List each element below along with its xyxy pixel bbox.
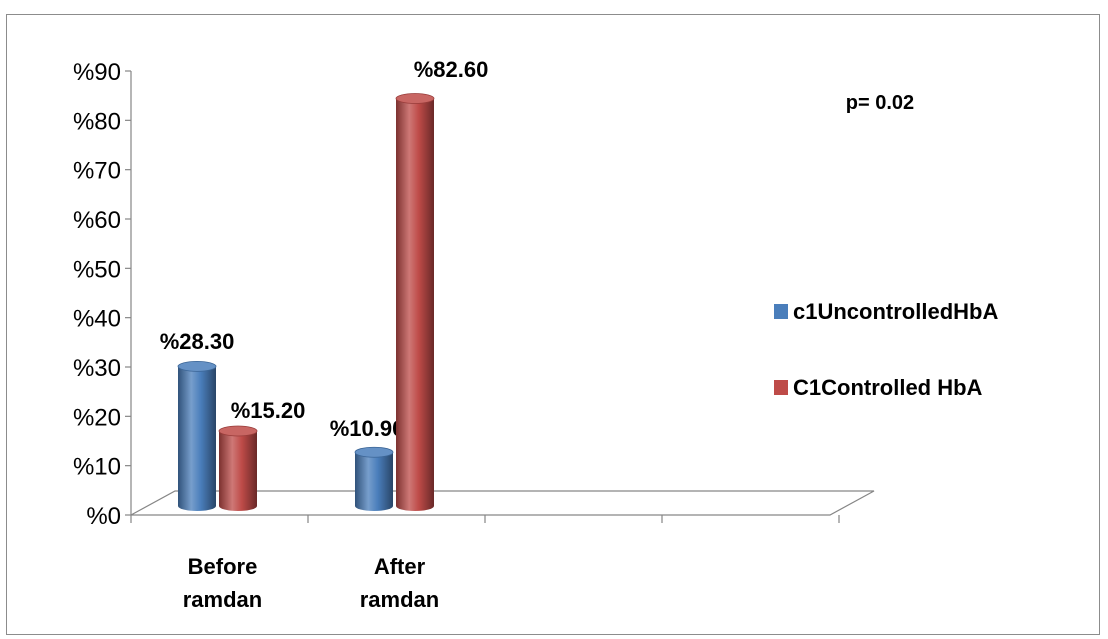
chart-frame (6, 14, 1100, 635)
legend-swatch (774, 304, 788, 319)
legend-swatch (774, 380, 788, 395)
legend-label: C1Controlled HbA (793, 375, 983, 400)
y-tick-label: %60 (73, 207, 121, 234)
legend-label: c1UncontrolledHbA (793, 299, 998, 324)
x-category-label: ramdan (360, 587, 439, 612)
data-label: %10.90 (330, 416, 405, 441)
chart-floor (130, 490, 875, 516)
data-label: %15.20 (231, 398, 306, 423)
bar-body (178, 366, 216, 511)
bar-controlled (218, 425, 258, 511)
bar-top (177, 360, 217, 372)
x-category-label: After (374, 554, 426, 579)
y-tick-label: %0 (86, 503, 121, 530)
data-label: %82.60 (414, 57, 489, 82)
bar-controlled (395, 93, 435, 512)
y-tick-label: %70 (73, 158, 121, 185)
y-tick-label: %80 (73, 108, 121, 135)
p-value-annotation: p= 0.02 (846, 92, 914, 114)
y-tick-label: %20 (73, 404, 121, 431)
x-category-label: Before (188, 554, 258, 579)
bar-body (396, 98, 434, 512)
bar-body (355, 452, 393, 511)
y-tick-label: %50 (73, 256, 121, 283)
data-label: %28.30 (160, 329, 235, 354)
y-tick-label: %10 (73, 454, 121, 481)
y-tick-label: %30 (73, 355, 121, 382)
bar-body (219, 431, 257, 511)
bar-uncontrolled (354, 446, 394, 511)
bar-top (218, 425, 258, 437)
x-category-label: ramdan (183, 587, 262, 612)
y-tick-label: %40 (73, 306, 121, 333)
bar-uncontrolled (177, 360, 217, 511)
y-tick-label: %90 (73, 59, 121, 86)
bar-top (354, 446, 394, 458)
bar-top (395, 93, 435, 104)
